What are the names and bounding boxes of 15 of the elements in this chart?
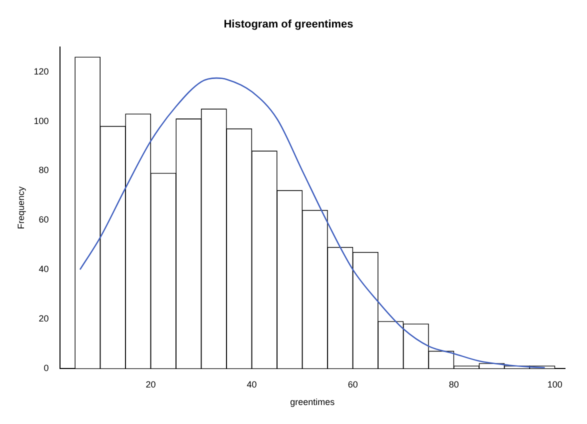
y-tick-label: 80 [38, 165, 49, 176]
x-axis-title: greentimes [290, 397, 336, 408]
x-tick-label: 80 [448, 379, 459, 390]
y-tick-label: 120 [34, 66, 49, 76]
y-tick-label: 40 [38, 264, 49, 274]
x-tick-label: 60 [348, 379, 358, 390]
y-axis-title: Frequency [16, 186, 26, 230]
x-tick-label: 40 [246, 379, 257, 390]
x-tick-label: 20 [146, 379, 156, 390]
y-tick-label: 0 [44, 362, 49, 373]
x-tick-label: 100 [547, 379, 562, 390]
y-tick-label: 20 [38, 313, 49, 324]
y-tick-label: 100 [34, 116, 49, 126]
y-tick-label: 60 [38, 214, 49, 225]
chart-title: Histogram of greentimes [224, 18, 354, 31]
